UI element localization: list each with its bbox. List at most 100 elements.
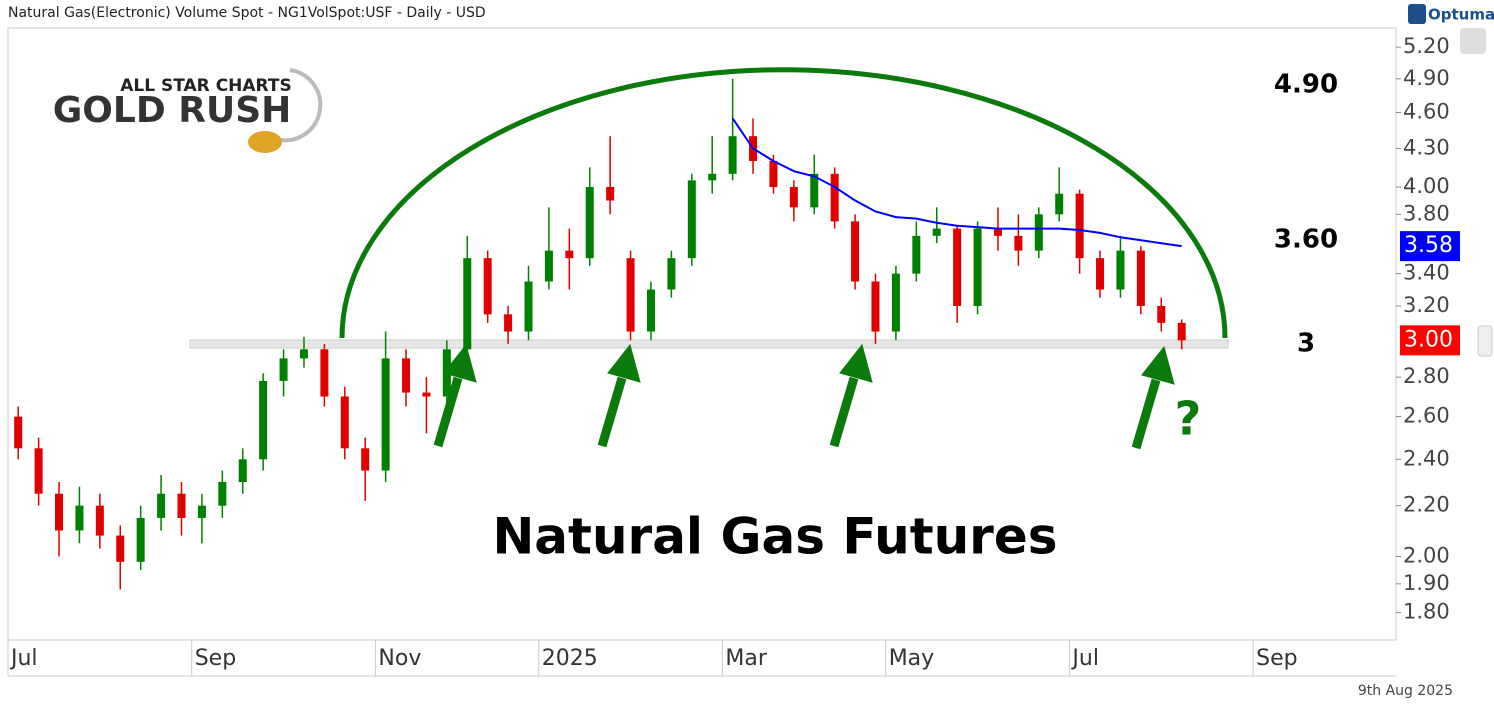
candle-body (136, 517, 145, 562)
last-value-label: 3.00 (1404, 327, 1453, 352)
candle-body (361, 448, 370, 471)
candle-body (463, 258, 472, 350)
last-value-label: 3.58 (1404, 233, 1453, 258)
y-tick-label: 2.20 (1403, 493, 1450, 517)
candle-body (504, 314, 513, 332)
y-tick-label: 2.60 (1403, 404, 1450, 428)
candle-body (422, 392, 431, 397)
candle-body (177, 493, 186, 518)
candle-body (1034, 214, 1043, 251)
candle-body (34, 448, 43, 494)
candle-body (728, 136, 737, 174)
y-tick-label: 4.60 (1403, 99, 1450, 123)
candle-body (871, 281, 880, 332)
moving-average (731, 117, 1182, 248)
candle-body (483, 258, 492, 315)
y-tick-label: 2.40 (1403, 446, 1450, 470)
candle-body (626, 258, 635, 332)
candle-body (687, 180, 696, 259)
candle-body (1055, 193, 1064, 215)
candle-body (1136, 250, 1145, 306)
x-tick-label: Jul (9, 646, 38, 671)
candle-body (320, 349, 329, 397)
x-tick-label: Sep (195, 646, 236, 671)
logo-nugget (248, 131, 282, 153)
x-tick-label: 2025 (542, 646, 598, 671)
x-tick-label: Sep (1256, 646, 1297, 671)
candle-body (524, 281, 533, 332)
logo-line: ALL STAR CHARTS (120, 76, 291, 96)
y-tick-label: 3.40 (1403, 261, 1450, 285)
candle-body (299, 349, 308, 359)
annotation: Natural Gas Futures (492, 508, 1057, 566)
candle-body (891, 273, 900, 332)
candle-body (1116, 250, 1125, 290)
y-tick-label: 2.80 (1403, 364, 1450, 388)
brand-icon (1408, 4, 1426, 24)
candle-body (851, 221, 860, 282)
candle-body (14, 416, 23, 449)
chart-title: Natural Gas(Electronic) Volume Spot - NG… (8, 5, 486, 21)
candle-body (565, 250, 574, 259)
x-tick-label: May (889, 646, 934, 671)
plot-frame (7, 27, 1397, 641)
candle-body (157, 493, 166, 518)
candle-body (932, 228, 941, 236)
candle-body (279, 358, 288, 381)
y-tick-label: 2.00 (1403, 543, 1450, 567)
candle-body (95, 505, 104, 536)
x-tick-label: Jul (1070, 646, 1099, 671)
candle-body (585, 186, 594, 259)
candle-body (1075, 193, 1084, 259)
candle-body (55, 493, 64, 531)
candle-body (259, 380, 268, 460)
y-tick-label: 3.20 (1403, 293, 1450, 317)
candle-body (769, 160, 778, 187)
logo-title: GOLD RUSH (53, 90, 292, 131)
candle-body (993, 228, 1002, 236)
lock-button[interactable] (1460, 28, 1486, 54)
candle-body (381, 358, 390, 471)
candle-body (402, 358, 411, 393)
candle-body (1157, 305, 1166, 323)
candle-body (238, 459, 247, 482)
y-tick-label: 4.90 (1403, 66, 1450, 90)
y-tick-label: 1.90 (1403, 571, 1450, 595)
candles (14, 78, 1186, 590)
y-tick-label: 3.80 (1403, 201, 1450, 225)
candle-body (442, 349, 451, 397)
candle-body (197, 505, 206, 518)
y-tick-label: 1.80 (1403, 600, 1450, 624)
scroll-button[interactable] (1477, 325, 1493, 357)
y-tick-label: 4.30 (1403, 135, 1450, 159)
brand: Optuma (1428, 6, 1494, 24)
annotation: ? (1175, 392, 1202, 446)
logo-swoosh (279, 68, 323, 143)
annotation: 3.60 (1274, 225, 1338, 255)
footer-date: 9th Aug 2025 (1358, 683, 1453, 699)
candle-body (789, 186, 798, 208)
candle-body (912, 235, 921, 274)
candle-body (953, 228, 962, 306)
last-value-box (1400, 231, 1460, 262)
y-tick-label: 4.00 (1403, 174, 1450, 198)
x-tick-label: Nov (378, 646, 421, 671)
candle-body (708, 173, 717, 181)
candle-body (544, 250, 553, 282)
candle-body (667, 258, 676, 290)
candle-body (75, 505, 84, 531)
candle-body (116, 535, 125, 562)
candle-body (218, 481, 227, 506)
x-tick-label: Mar (725, 646, 767, 671)
annotation: 4.90 (1274, 70, 1338, 100)
candle-body (646, 289, 655, 332)
candle-body (340, 396, 349, 449)
arrows (433, 343, 1175, 450)
candle-body (1177, 322, 1186, 341)
last-value-box (1400, 325, 1460, 356)
annotation: 3 (1297, 329, 1315, 359)
y-tick-label: 5.20 (1403, 34, 1450, 58)
support-band (189, 339, 1229, 349)
